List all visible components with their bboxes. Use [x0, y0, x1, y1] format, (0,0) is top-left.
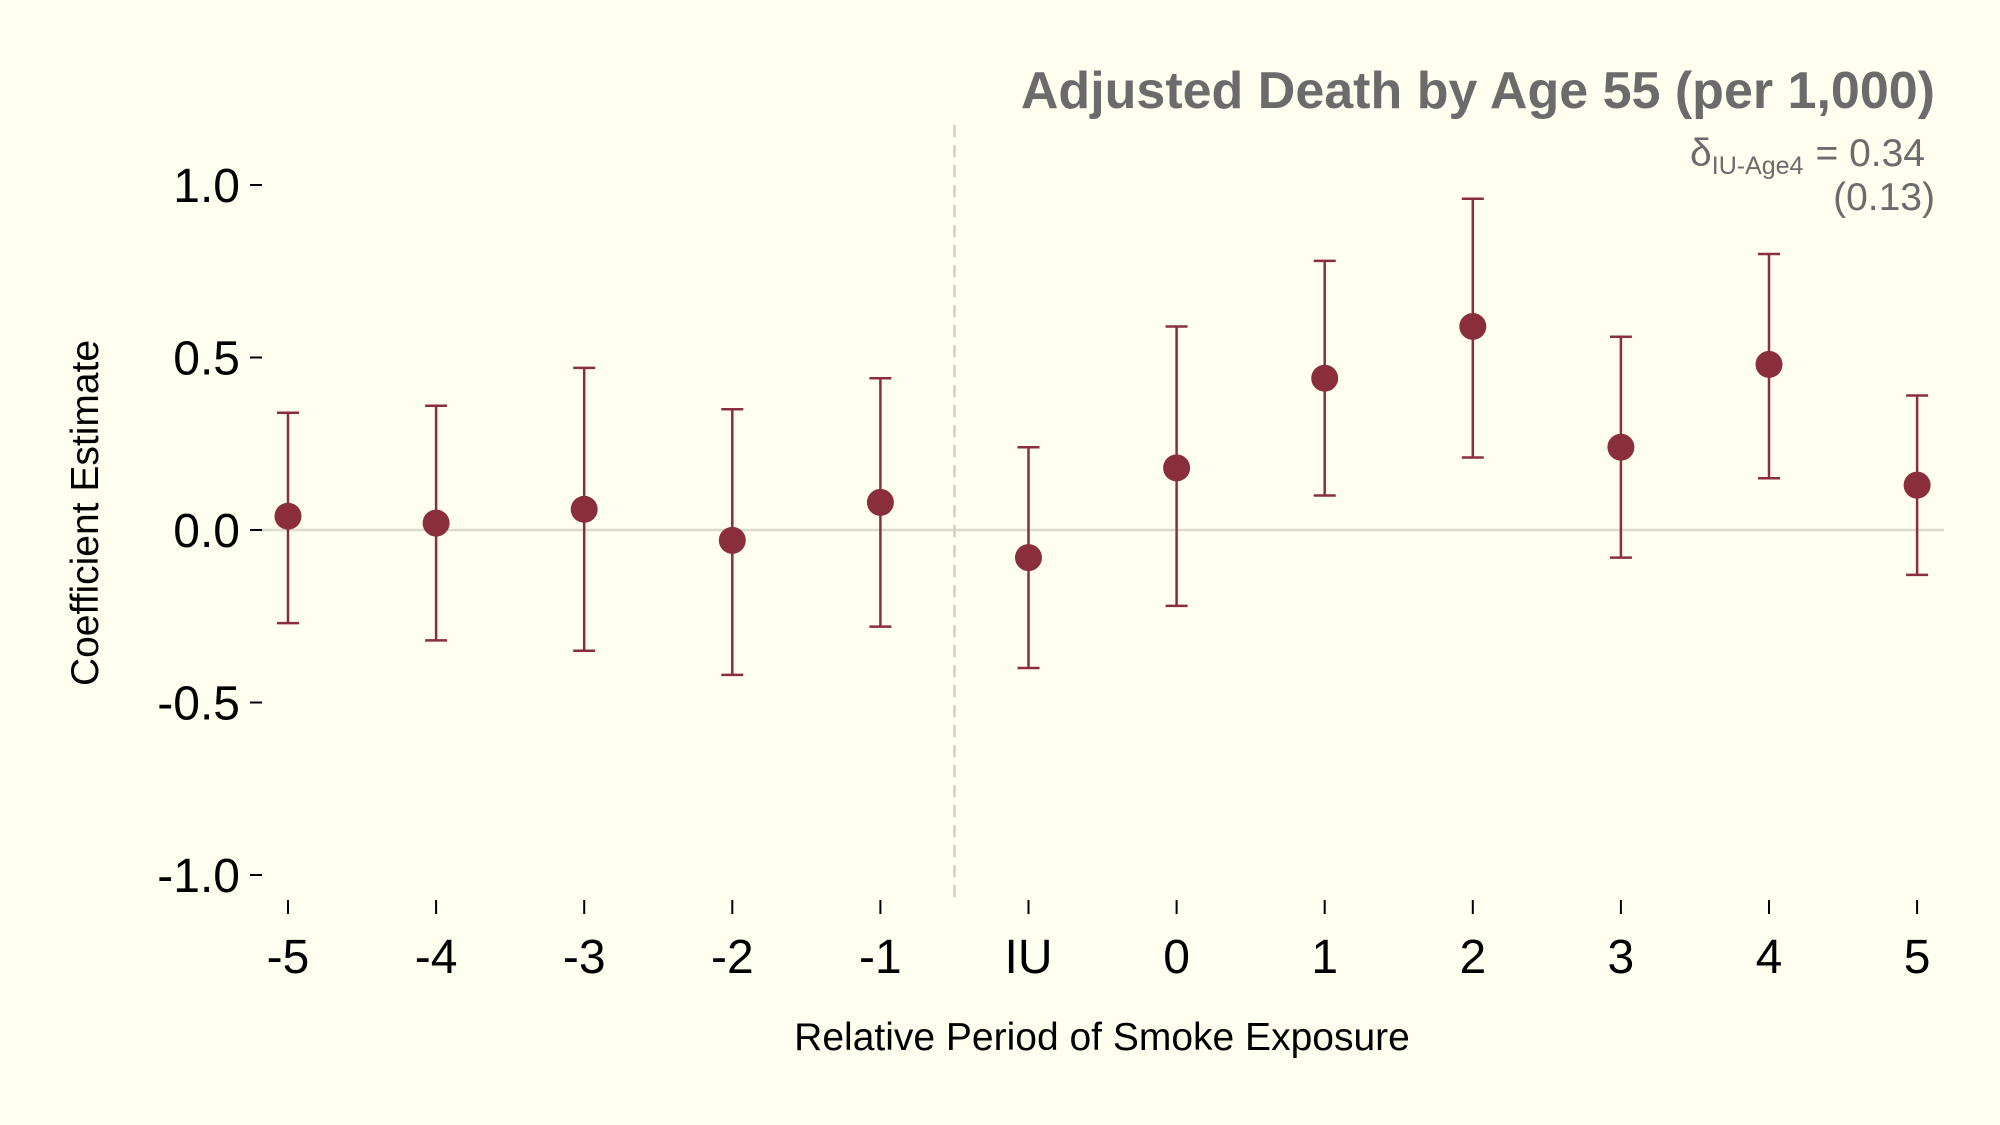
y-tick-label: -0.5 [157, 678, 240, 731]
y-tick-label: 0.0 [173, 505, 240, 558]
estimate--2 [718, 408, 746, 677]
delta-symbol: δ [1690, 132, 1712, 175]
point-estimate [718, 526, 746, 554]
x-tick-label: 2 [1459, 931, 1486, 984]
x-axis: -5 -4 -3 -2 -1 IU 0 1 2 3 4 5 [267, 900, 1931, 984]
x-tick-label: IU [1005, 931, 1053, 984]
estimate--1 [866, 376, 894, 628]
estimate--5 [274, 411, 302, 625]
y-axis-title: Coefficient Estimate [64, 340, 107, 686]
estimate-5 [1903, 394, 1931, 577]
point-estimate [1755, 350, 1783, 378]
estimate--4 [422, 404, 450, 642]
estimate-3 [1607, 335, 1635, 559]
x-axis-title: Relative Period of Smoke Exposure [794, 1016, 1410, 1059]
estimate-4 [1755, 252, 1783, 480]
estimate-IU [1015, 445, 1042, 670]
reference-lines [262, 125, 1944, 900]
point-estimate [1015, 544, 1042, 572]
x-tick-label: -2 [711, 931, 754, 984]
x-tick-label: 3 [1608, 931, 1635, 984]
delta-annotation: δIU-Age4 = 0.34 [1690, 132, 1925, 180]
x-tick-label: 1 [1311, 931, 1338, 984]
estimate-2 [1459, 197, 1487, 459]
y-tick-label: 1.0 [173, 160, 240, 213]
point-estimate [1903, 471, 1931, 499]
estimate-1 [1311, 259, 1339, 497]
chart-title: Adjusted Death by Age 55 (per 1,000) [1021, 62, 1935, 120]
x-tick-label: 5 [1904, 931, 1931, 984]
data-marks [274, 197, 1931, 677]
point-estimate [1163, 454, 1191, 482]
point-estimate [274, 502, 302, 530]
delta-subscript: IU-Age4 [1712, 152, 1804, 180]
x-tick-label: -5 [267, 931, 310, 984]
estimate-0 [1163, 325, 1191, 608]
point-estimate [1459, 312, 1487, 340]
estimate--3 [570, 366, 598, 652]
x-tick-label: -1 [859, 931, 902, 984]
x-tick-label: 4 [1756, 931, 1783, 984]
delta-value: = 0.34 [1815, 132, 1925, 175]
y-axis: -1.0 -0.5 0.0 0.5 1.0 [157, 160, 262, 903]
x-tick-label: -4 [415, 931, 458, 984]
y-tick-label: 0.5 [173, 333, 240, 386]
point-estimate [866, 488, 894, 516]
y-tick-label: -1.0 [157, 850, 240, 903]
x-tick-label: 0 [1163, 931, 1190, 984]
point-estimate [1607, 433, 1635, 461]
point-estimate [1311, 364, 1339, 392]
delta-standard-error: (0.13) [1833, 176, 1935, 219]
point-estimate [570, 495, 598, 523]
x-tick-label: -3 [563, 931, 606, 984]
point-estimate [422, 509, 450, 537]
